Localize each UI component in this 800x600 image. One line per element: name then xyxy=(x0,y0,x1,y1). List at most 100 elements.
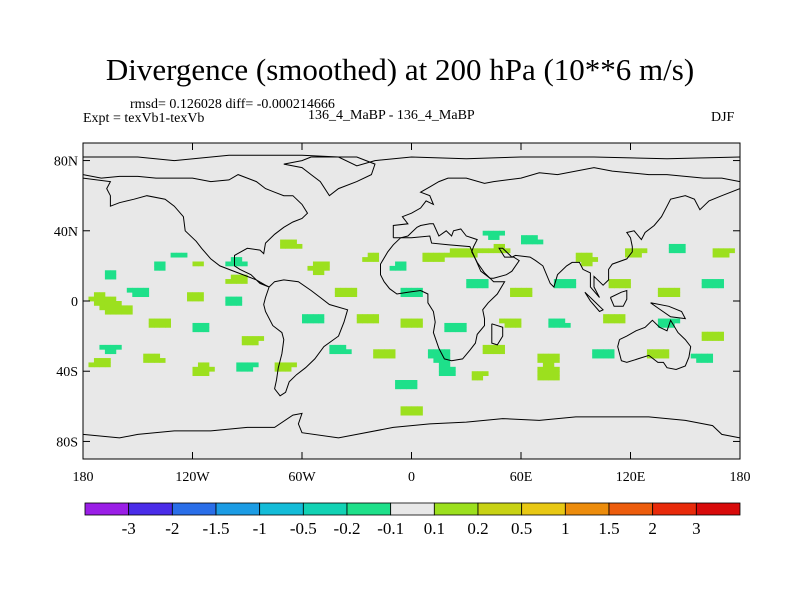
field-cell xyxy=(137,287,144,293)
field-cell xyxy=(345,349,352,355)
field-cell xyxy=(362,257,369,262)
field-cell xyxy=(707,283,714,289)
field-cell xyxy=(542,366,549,372)
x-tick-label: 120E xyxy=(616,470,646,485)
colorbar-swatch xyxy=(695,502,741,516)
field-cell xyxy=(438,252,445,258)
field-cell xyxy=(674,318,681,324)
field-cell xyxy=(548,358,555,363)
field-cell xyxy=(592,257,599,262)
field-cell xyxy=(510,287,516,293)
field-cell xyxy=(104,344,111,350)
field-cell xyxy=(241,362,248,368)
field-cell xyxy=(668,322,675,328)
field-cell xyxy=(395,380,401,385)
field-cell xyxy=(126,305,133,311)
field-cell xyxy=(197,327,204,333)
field-cell xyxy=(482,248,489,254)
field-cell xyxy=(548,322,555,328)
coastline-0 xyxy=(83,154,740,167)
field-cell xyxy=(312,270,319,276)
field-cell xyxy=(93,292,100,298)
field-cell xyxy=(115,309,122,315)
field-cell xyxy=(307,265,314,271)
field-cell xyxy=(455,248,462,254)
field-cell xyxy=(236,257,243,262)
field-cell xyxy=(93,301,100,306)
field-cell xyxy=(521,239,527,245)
field-cell xyxy=(433,358,440,363)
field-cell xyxy=(718,279,724,284)
field-cell xyxy=(99,362,106,368)
field-cell xyxy=(104,358,111,363)
field-cell xyxy=(165,322,171,328)
field-cell xyxy=(701,283,708,289)
field-cell xyxy=(203,371,210,377)
field-cell xyxy=(110,274,117,280)
field-cell xyxy=(619,283,626,289)
field-cell xyxy=(99,292,106,298)
field-cell xyxy=(586,257,593,262)
field-cell xyxy=(537,366,544,372)
field-cell xyxy=(384,349,390,355)
field-cell xyxy=(712,283,719,289)
chart-title: Divergence (smoothed) at 200 hPa (10**6 … xyxy=(105,52,695,87)
field-cell xyxy=(143,287,150,293)
field-cell xyxy=(625,248,631,254)
field-cell xyxy=(542,358,549,363)
field-cell xyxy=(444,327,451,333)
field-cell xyxy=(411,406,418,412)
field-cell xyxy=(477,283,484,289)
field-cell xyxy=(559,283,566,289)
field-cell xyxy=(416,410,423,416)
field-cell xyxy=(548,375,555,381)
field-cell xyxy=(444,349,451,355)
field-cell xyxy=(340,292,347,298)
field-cell xyxy=(236,301,243,306)
field-cell xyxy=(657,349,664,355)
coastline-1 xyxy=(83,174,309,288)
field-cell xyxy=(433,252,440,258)
field-cell xyxy=(504,322,511,328)
field-cell xyxy=(433,349,440,355)
x-axis: 180 120W 60W 0 60E 120E 180 xyxy=(73,143,751,485)
field-cell xyxy=(515,292,522,298)
field-cell xyxy=(400,261,407,267)
field-cell xyxy=(531,235,538,240)
field-cell xyxy=(542,375,549,381)
field-cell xyxy=(291,243,297,249)
field-cell xyxy=(499,318,505,324)
colorbar-label: 0.5 xyxy=(511,519,532,538)
field-cell xyxy=(553,366,560,372)
field-cell xyxy=(608,283,615,289)
field-cell xyxy=(148,358,155,363)
field-cell xyxy=(356,314,363,319)
field-cell xyxy=(318,261,325,267)
field-cell xyxy=(510,322,516,328)
field-cell xyxy=(663,292,670,298)
field-cell xyxy=(488,248,495,254)
field-cell xyxy=(225,296,232,302)
colorbar-swatch xyxy=(652,502,697,516)
field-cell xyxy=(115,344,122,350)
coastline-8 xyxy=(617,319,692,371)
colorbar-swatch xyxy=(608,502,654,516)
coastline-6 xyxy=(380,235,506,362)
colorbar-label: 1.5 xyxy=(598,519,619,538)
field-cell xyxy=(154,265,161,271)
field-cell xyxy=(422,252,429,258)
field-cell xyxy=(603,349,609,355)
field-cell xyxy=(406,292,412,298)
field-cell xyxy=(712,279,719,284)
field-cell xyxy=(444,353,451,359)
coastline-3 xyxy=(263,279,349,397)
field-cell xyxy=(559,279,566,284)
field-cell xyxy=(302,318,308,324)
field-cell xyxy=(252,340,259,346)
field-cell xyxy=(247,366,254,372)
field-cell xyxy=(608,318,615,324)
field-cell xyxy=(427,257,434,262)
field-cell xyxy=(460,322,467,328)
colorbar-swatch xyxy=(433,502,479,516)
field-cell xyxy=(104,270,111,276)
